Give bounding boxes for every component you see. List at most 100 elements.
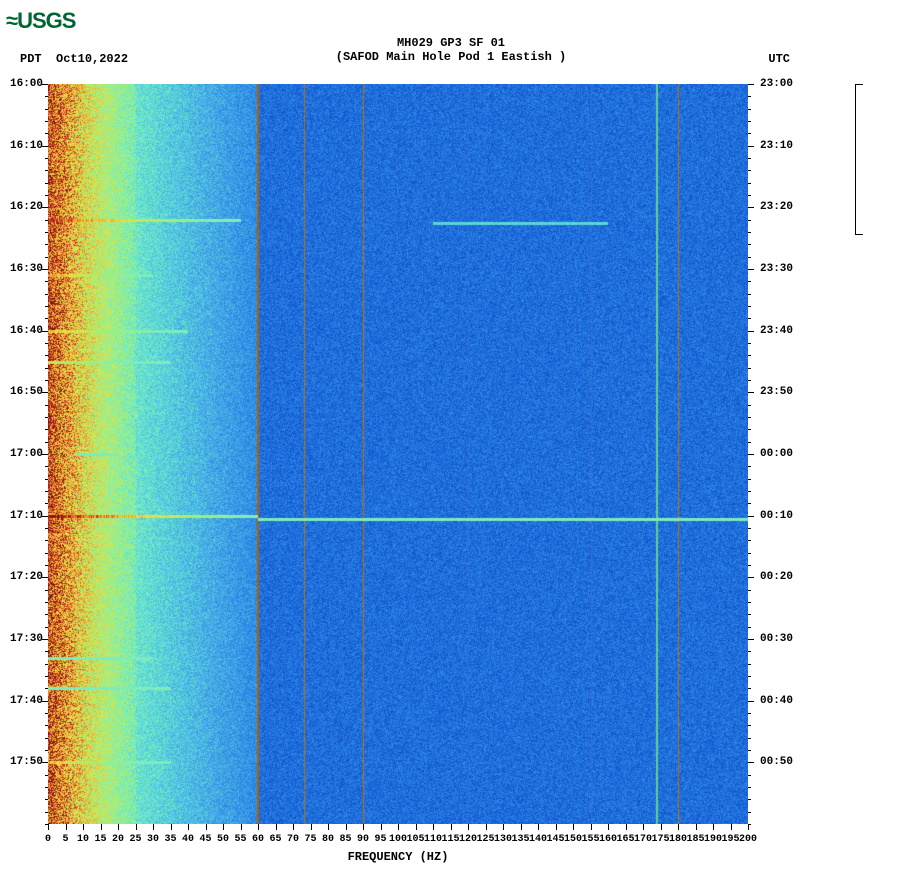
y-right-minor-tick bbox=[748, 96, 751, 97]
y-left-minor-tick bbox=[45, 121, 48, 122]
y-left-minor-tick bbox=[45, 220, 48, 221]
y-left-minor-tick bbox=[45, 96, 48, 97]
x-tick-label: 25 bbox=[129, 834, 141, 845]
y-left-minor-tick bbox=[45, 466, 48, 467]
x-tick-label: 180 bbox=[669, 834, 687, 845]
y-left-minor-tick bbox=[45, 232, 48, 233]
y-left-minor-tick bbox=[45, 429, 48, 430]
y-right-minor-tick bbox=[748, 639, 751, 640]
y-right-minor-tick bbox=[748, 676, 751, 677]
x-tick-mark bbox=[573, 824, 574, 830]
y-right-minor-tick bbox=[748, 368, 751, 369]
x-tick-mark bbox=[556, 824, 557, 830]
timezone-right: UTC bbox=[768, 52, 790, 66]
y-left-minor-tick bbox=[45, 146, 48, 147]
amplitude-scale-bar bbox=[855, 84, 856, 234]
title-line-2: (SAFOD Main Hole Pod 1 Eastish ) bbox=[0, 50, 902, 64]
x-axis-label: FREQUENCY (HZ) bbox=[48, 850, 748, 864]
y-left-minor-tick bbox=[45, 824, 48, 825]
y-left-tick-label: 17:20 bbox=[10, 571, 43, 583]
x-tick-mark bbox=[206, 824, 207, 830]
y-left-minor-tick bbox=[45, 454, 48, 455]
x-tick-label: 120 bbox=[459, 834, 477, 845]
y-right-minor-tick bbox=[748, 701, 751, 702]
y-right-minor-tick bbox=[748, 590, 751, 591]
x-tick-label: 190 bbox=[704, 834, 722, 845]
x-tick-label: 140 bbox=[529, 834, 547, 845]
y-right-minor-tick bbox=[748, 170, 751, 171]
y-left-minor-tick bbox=[45, 244, 48, 245]
x-tick-mark bbox=[223, 824, 224, 830]
y-right-minor-tick bbox=[748, 479, 751, 480]
y-left-minor-tick bbox=[45, 738, 48, 739]
y-right-minor-tick bbox=[748, 183, 751, 184]
x-tick-label: 100 bbox=[389, 834, 407, 845]
x-tick-mark bbox=[451, 824, 452, 830]
y-left-minor-tick bbox=[45, 725, 48, 726]
x-tick-mark bbox=[503, 824, 504, 830]
x-tick-label: 105 bbox=[406, 834, 424, 845]
y-left-tick-label: 16:10 bbox=[10, 140, 43, 152]
y-left-minor-tick bbox=[45, 627, 48, 628]
y-left-minor-tick bbox=[45, 676, 48, 677]
x-tick-mark bbox=[293, 824, 294, 830]
y-right-minor-tick bbox=[748, 158, 751, 159]
y-right-minor-tick bbox=[748, 133, 751, 134]
y-right-minor-tick bbox=[748, 146, 751, 147]
x-tick-mark bbox=[171, 824, 172, 830]
y-right-minor-tick bbox=[748, 380, 751, 381]
x-tick-mark bbox=[608, 824, 609, 830]
y-right-minor-tick bbox=[748, 454, 751, 455]
x-tick-label: 160 bbox=[599, 834, 617, 845]
y-right-minor-tick bbox=[748, 244, 751, 245]
x-tick-label: 165 bbox=[616, 834, 634, 845]
y-left-minor-tick bbox=[45, 762, 48, 763]
y-right-tick-label: 00:20 bbox=[760, 571, 793, 583]
x-tick-mark bbox=[468, 824, 469, 830]
x-tick-label: 90 bbox=[357, 834, 369, 845]
y-left-minor-tick bbox=[45, 417, 48, 418]
y-left-minor-tick bbox=[45, 405, 48, 406]
x-tick-mark bbox=[416, 824, 417, 830]
usgs-logo: ≈USGS bbox=[6, 8, 75, 34]
x-tick-label: 40 bbox=[182, 834, 194, 845]
y-left-minor-tick bbox=[45, 577, 48, 578]
y-left-tick-label: 16:00 bbox=[10, 78, 43, 90]
x-tick-label: 95 bbox=[374, 834, 386, 845]
y-left-tick-label: 17:50 bbox=[10, 756, 43, 768]
y-right-minor-tick bbox=[748, 405, 751, 406]
y-left-minor-tick bbox=[45, 799, 48, 800]
spectrogram-plot bbox=[48, 84, 748, 824]
x-tick-mark bbox=[66, 824, 67, 830]
y-right-minor-tick bbox=[748, 775, 751, 776]
y-left-minor-tick bbox=[45, 775, 48, 776]
y-right-tick-label: 23:10 bbox=[760, 140, 793, 152]
y-left-minor-tick bbox=[45, 812, 48, 813]
y-left-minor-tick bbox=[45, 368, 48, 369]
y-right-minor-tick bbox=[748, 553, 751, 554]
y-right-minor-tick bbox=[748, 232, 751, 233]
y-right-minor-tick bbox=[748, 281, 751, 282]
x-tick-label: 185 bbox=[686, 834, 704, 845]
x-tick-mark bbox=[381, 824, 382, 830]
y-right-minor-tick bbox=[748, 627, 751, 628]
x-tick-mark bbox=[311, 824, 312, 830]
y-right-tick-label: 23:30 bbox=[760, 263, 793, 275]
y-left-minor-tick bbox=[45, 207, 48, 208]
y-right-minor-tick bbox=[748, 503, 751, 504]
y-left-minor-tick bbox=[45, 516, 48, 517]
y-left-minor-tick bbox=[45, 491, 48, 492]
x-tick-label: 200 bbox=[739, 834, 757, 845]
x-tick-mark bbox=[643, 824, 644, 830]
y-left-tick-label: 16:40 bbox=[10, 325, 43, 337]
y-left-minor-tick bbox=[45, 528, 48, 529]
y-right-minor-tick bbox=[748, 392, 751, 393]
y-left-minor-tick bbox=[45, 503, 48, 504]
y-left-minor-tick bbox=[45, 158, 48, 159]
x-tick-mark bbox=[101, 824, 102, 830]
x-tick-mark bbox=[118, 824, 119, 830]
x-tick-label: 60 bbox=[252, 834, 264, 845]
scale-tick bbox=[855, 84, 863, 85]
x-tick-mark bbox=[188, 824, 189, 830]
y-left-minor-tick bbox=[45, 651, 48, 652]
